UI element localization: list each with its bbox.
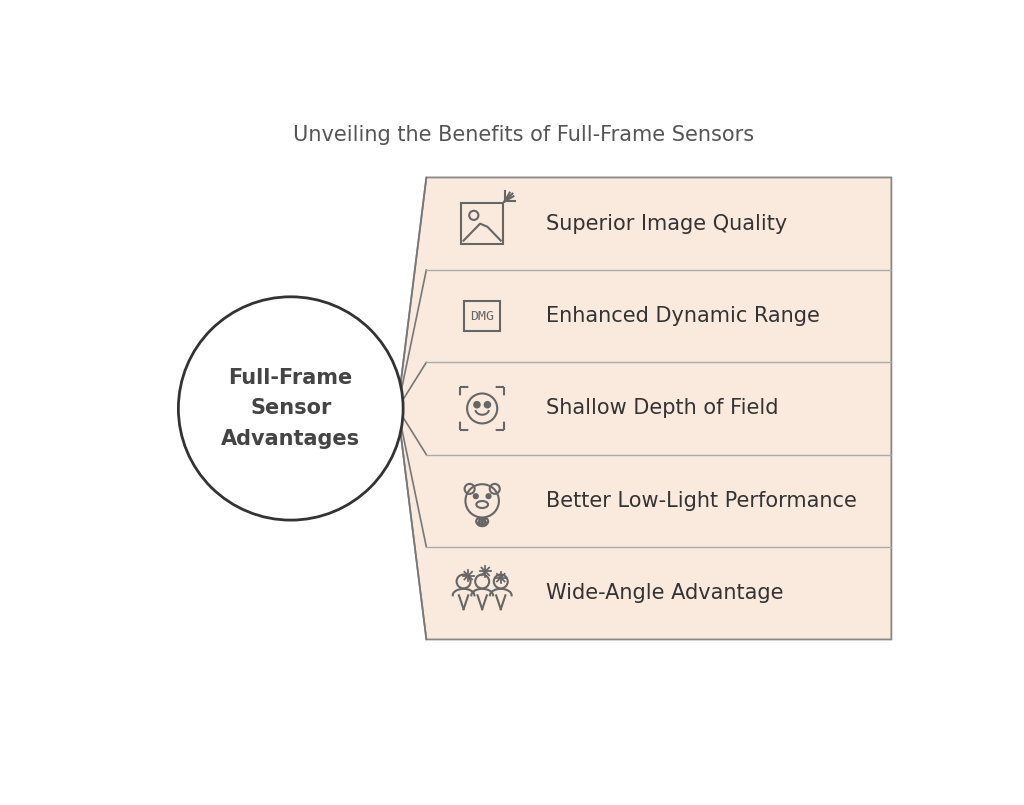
Polygon shape xyxy=(397,177,891,639)
Text: Full-Frame: Full-Frame xyxy=(228,368,353,388)
Circle shape xyxy=(484,402,490,408)
Circle shape xyxy=(178,297,403,520)
Text: Wide-Angle Advantage: Wide-Angle Advantage xyxy=(547,584,784,603)
Text: Unveiling the Benefits of Full-Frame Sensors: Unveiling the Benefits of Full-Frame Sen… xyxy=(293,125,754,145)
Text: Shallow Depth of Field: Shallow Depth of Field xyxy=(547,398,779,419)
Text: Advantages: Advantages xyxy=(221,429,360,449)
Text: Superior Image Quality: Superior Image Quality xyxy=(547,213,787,233)
Text: Better Low-Light Performance: Better Low-Light Performance xyxy=(547,491,857,511)
Text: DMG: DMG xyxy=(470,310,495,323)
Text: Enhanced Dynamic Range: Enhanced Dynamic Range xyxy=(547,306,820,326)
Text: Sensor: Sensor xyxy=(250,398,332,419)
Bar xyxy=(465,302,500,331)
Bar xyxy=(461,203,503,245)
Circle shape xyxy=(485,493,492,499)
Circle shape xyxy=(474,402,480,408)
Circle shape xyxy=(473,493,479,499)
